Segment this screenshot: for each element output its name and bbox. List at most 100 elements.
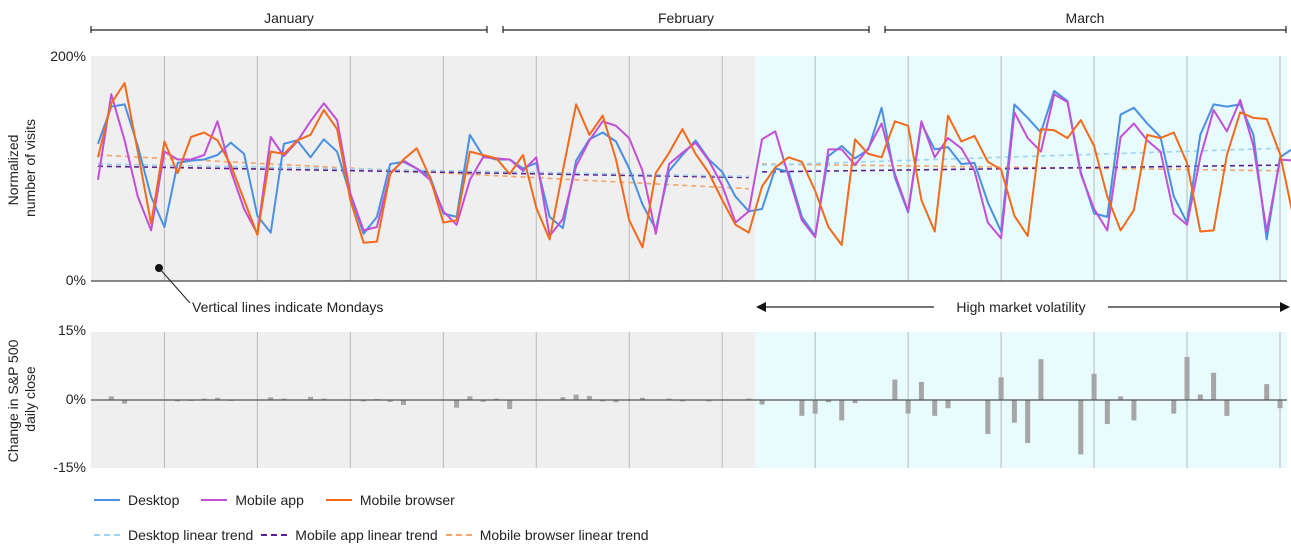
volatility-annotation: High market volatility [756,299,1290,315]
sp500-bar [175,400,181,402]
sp500-bar [507,400,513,410]
legend-label-desktop-trend: Desktop linear trend [128,527,254,543]
sp500-bar [268,397,274,400]
sp500-bar [1264,384,1270,400]
mobile-browser-line [97,82,1291,249]
legend-item-mobile-browser-trend: Mobile browser linear trend [445,527,649,543]
sp500-bar [640,397,646,400]
sp500-bar [839,400,845,421]
sp500-bar [1197,394,1203,400]
legend-swatch-mobile-browser [325,499,352,501]
month-label-february: February [658,10,714,26]
month-bracket-march [884,26,1287,33]
sp500-bar [480,400,486,402]
sp500-bar [852,400,858,404]
sp500-bar [361,400,367,402]
y-axis-label-top-line1: Normalized [5,135,21,206]
sp500-bar [985,400,991,434]
sp500-bar [825,400,831,403]
sp500-bar [666,398,672,400]
sp500-bar [1078,400,1084,455]
sp500-bar [586,395,592,400]
y-axis-label-bottom-line2: daily close [22,366,38,432]
sp500-bar [1011,400,1017,423]
sp500-bar [215,397,221,400]
month-bracket-january [90,26,488,33]
month-bracket-february [502,26,870,33]
sp500-bar [1025,400,1031,444]
month-brackets [90,26,1287,33]
legend-row-trends: Desktop linear trend Mobile app linear t… [94,527,671,543]
legend-swatch-mobile-app-trend [261,534,288,536]
sp500-bar [108,396,114,400]
y-tick-15: 15% [58,322,86,338]
sp500-bar [1184,356,1190,400]
sp500-bar [1091,373,1097,400]
legend-label-mobile-browser-trend: Mobile browser linear trend [479,527,649,543]
sp500-bar [679,400,685,402]
y-axis-label-top: Normalized number of visits [5,119,38,217]
volatility-arrowhead-left [756,302,766,312]
legend-swatch-desktop [94,499,120,501]
sp500-bar [1038,359,1044,400]
sp500-bar [799,400,805,416]
sp500-bar [759,400,765,405]
visits-line-chart: 200% 0% Normalized number of visits [5,48,1291,288]
legend-item-mobile-app: Mobile app [201,492,304,508]
sp500-bar [706,400,712,402]
y-axis-label-top-line2: number of visits [22,119,38,217]
legend-label-mobile-browser: Mobile browser [359,492,455,508]
sp500-bar [493,398,499,400]
sp500-bar [1104,400,1110,425]
sp500-bar [905,400,911,414]
mondays-annotation: Vertical lines indicate Mondays [155,264,383,315]
sp500-bar [932,400,938,416]
legend-swatch-mobile-app [201,499,228,501]
volatility-arrowhead-right [1280,302,1290,312]
legend-item-mobile-browser: Mobile browser [325,492,455,508]
annotation-leader [158,267,191,304]
sp500-bar [1277,400,1283,409]
legend-item-mobile-app-trend: Mobile app linear trend [261,527,438,543]
legend-row-series: Desktop Mobile app Mobile browser [94,492,477,508]
sp500-bar [467,396,473,400]
y-axis-label-bottom: Change in S&P 500 daily close [5,336,38,463]
legend-swatch-mobile-browser-trend [445,534,472,536]
sp500-bar [560,397,566,400]
volatility-annotation-text: High market volatility [956,299,1085,315]
sp500-bar [201,398,207,400]
sp500-bar [387,400,393,402]
y-tick-0: 0% [66,272,86,288]
sp500-bar [281,398,287,400]
legend-label-mobile-app-trend: Mobile app linear trend [295,527,438,543]
sp500-bar [1171,400,1177,414]
sp500-bar [1224,400,1230,416]
desktop-trend-line-seg-0 [97,163,749,178]
sp500-bar [454,400,460,408]
sp500-bar [122,400,128,404]
sp500-bar [918,381,924,400]
shade-region-volatility [755,56,1287,281]
sp500-bar [1211,372,1217,400]
y-axis-label-bottom-line1: Change in S&P 500 [5,339,21,462]
sp500-bar [307,396,313,400]
sp500-bar [400,400,406,405]
sp500-bar [998,377,1004,400]
y-tick-0-bottom: 0% [66,391,86,407]
legend-item-desktop-trend: Desktop linear trend [94,527,253,543]
sp500-bar [746,398,752,400]
sp500-bar [321,398,327,400]
month-label-january: January [264,10,314,26]
sp500-bar [1131,400,1137,421]
sp500-bar [812,400,818,414]
legend-swatch-desktop-trend [94,534,120,536]
sp500-bar [573,394,579,400]
sp500-bar [892,379,898,400]
bar-series-group [108,356,1283,455]
sp500-bar [613,400,619,403]
sp500-bar [600,400,606,402]
y-tick-neg15: -15% [53,459,86,475]
legend-item-desktop: Desktop [94,492,179,508]
sp500-bar [1118,396,1124,400]
